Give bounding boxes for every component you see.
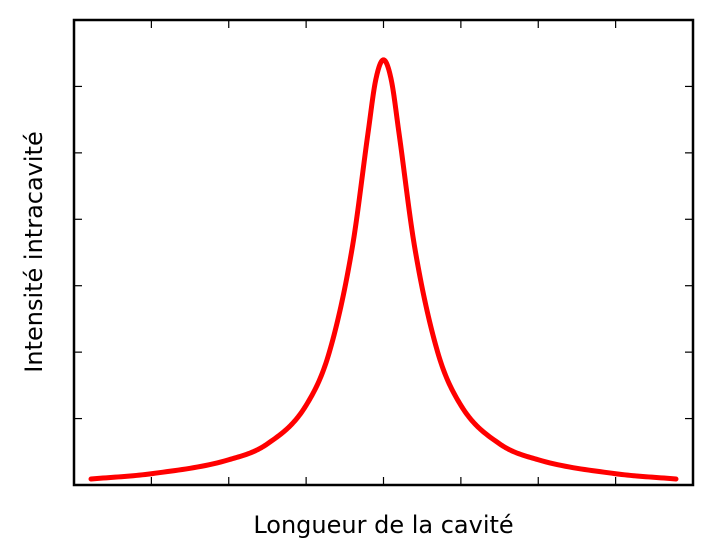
axis-ticks — [74, 20, 693, 485]
series-line — [88, 57, 679, 482]
plot-background — [74, 20, 693, 485]
x-axis-label: Longueur de la cavité — [253, 511, 513, 539]
y-axis-label: Intensité intracavité — [20, 131, 48, 372]
plot-frame — [72, 18, 695, 487]
